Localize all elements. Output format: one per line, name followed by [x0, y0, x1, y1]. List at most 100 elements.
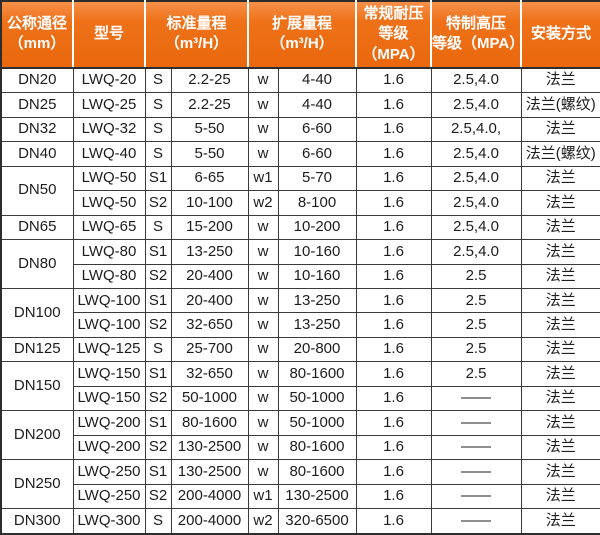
cell-w: w — [247, 434, 279, 461]
cell-special_mpa: —— — [430, 385, 522, 412]
cell-special_mpa: 2.5,4.0 — [430, 239, 522, 265]
cell-s: S2 — [144, 385, 172, 412]
cell-standard: 130-2500 — [170, 434, 249, 461]
cell-w: w — [247, 239, 279, 265]
cell-model: LWQ-50 — [72, 190, 146, 216]
cell-extended: 20-800 — [277, 336, 357, 363]
cell-standard: 200-4000 — [170, 483, 249, 510]
cell-special_mpa: 2.5,4.0 — [430, 92, 522, 118]
cell-install: 法兰 — [520, 312, 600, 338]
table-row: LWQ-100 S2 32-650 w 13-250 1.6 2.5 法兰 — [1, 312, 600, 338]
cell-model: LWQ-80 — [72, 239, 146, 265]
cell-standard: 32-650 — [170, 361, 249, 387]
cell-install: 法兰 — [520, 410, 600, 436]
cell-dn: DN300 — [0, 508, 74, 535]
cell-s: S — [144, 214, 172, 241]
table-row: DN80 LWQ-80 S1 13-250 w 10-160 1.6 2.5,4.0 法兰 — [0, 239, 600, 290]
cell-dn: DN250 — [0, 459, 74, 510]
col-header-5: 特制高压 等级（MPA） — [431, 1, 524, 69]
cell-s: S — [144, 116, 172, 143]
cell-s: S2 — [144, 312, 172, 338]
cell-install: 法兰 — [520, 385, 600, 412]
cell-dn: DN32 — [0, 116, 74, 143]
cell-w: w — [247, 336, 279, 363]
cell-s: S2 — [144, 190, 172, 216]
cell-model: LWQ-200 — [72, 434, 146, 461]
cell-model: LWQ-250 — [72, 459, 146, 485]
table-row: LWQ-80 S2 20-400 w 10-160 1.6 2.5 法兰 — [1, 263, 600, 290]
cell-special_mpa: 2.5 — [430, 288, 522, 314]
cell-w: w — [247, 361, 279, 387]
cell-s: S — [144, 92, 172, 118]
cell-w: w — [247, 67, 279, 94]
cell-w: w — [247, 141, 279, 167]
cell-standard: 32-650 — [170, 312, 249, 338]
cell-extended: 6-60 — [277, 116, 357, 143]
cell-w: w2 — [247, 190, 279, 216]
cell-normal_mpa: 1.6 — [355, 483, 432, 510]
cell-standard: 200-4000 — [170, 508, 249, 535]
cell-w: w — [247, 410, 279, 436]
cell-extended: 80-1600 — [277, 434, 357, 461]
cell-install: 法兰 — [520, 459, 600, 485]
table-row: DN250 LWQ-250 S1 130-2500 w 80-1600 1.6 —— 法兰 — [0, 459, 600, 510]
cell-install: 法兰 — [520, 67, 600, 94]
cell-extended: 13-250 — [277, 288, 357, 314]
cell-normal_mpa: 1.6 — [355, 263, 432, 290]
cell-s: S2 — [144, 434, 172, 461]
table-row: DN40 LWQ-40 S 5-50 w 6-60 1.6 2.5,4.0 法兰(螺纹) — [0, 141, 600, 167]
cell-normal_mpa: 1.6 — [355, 385, 432, 412]
table-row: DN150 LWQ-150 S1 32-650 w 80-1600 1.6 2.5 法兰 — [0, 361, 600, 412]
cell-normal_mpa: 1.6 — [355, 459, 432, 485]
cell-extended: 6-60 — [277, 141, 357, 167]
table-row: DN25 LWQ-25 S 2.2-25 w 4-40 1.6 2.5,4.0 法兰(螺纹) — [0, 92, 600, 118]
cell-install: 法兰 — [520, 263, 600, 290]
col-header-6: 安装方式 — [521, 1, 600, 69]
cell-special_mpa: 2.5,4.0 — [430, 165, 522, 192]
cell-normal_mpa: 1.6 — [355, 361, 432, 387]
cell-special_mpa: —— — [430, 483, 522, 510]
cell-install: 法兰 — [520, 288, 600, 314]
cell-w: w2 — [247, 508, 279, 535]
cell-special_mpa: 2.5 — [430, 336, 522, 363]
cell-extended: 50-1000 — [277, 410, 357, 436]
cell-s: S1 — [144, 239, 172, 265]
table-row: DN32 LWQ-32 S 5-50 w 6-60 1.6 2.5,4.0, 法兰 — [0, 116, 600, 143]
cell-w: w — [247, 263, 279, 290]
cell-extended: 8-100 — [277, 190, 357, 216]
cell-extended: 10-200 — [277, 214, 357, 241]
table-row: DN200 LWQ-200 S1 80-1600 w 50-1000 1.6 —— 法兰 — [0, 410, 600, 461]
cell-standard: 20-400 — [170, 288, 249, 314]
cell-install: 法兰 — [520, 361, 600, 387]
cell-s: S1 — [144, 165, 172, 192]
cell-install: 法兰 — [520, 116, 600, 143]
cell-dn: DN50 — [0, 165, 74, 216]
cell-model: LWQ-100 — [72, 312, 146, 338]
cell-normal_mpa: 1.6 — [355, 67, 432, 94]
table-row: DN50 LWQ-50 S1 6-65 w1 5-70 1.6 2.5,4.0 法兰 — [0, 165, 600, 216]
cell-standard: 50-1000 — [170, 385, 249, 412]
table-row: LWQ-150 S2 50-1000 w 50-1000 1.6 —— 法兰 — [1, 385, 600, 412]
cell-standard: 2.2-25 — [170, 92, 249, 118]
cell-install: 法兰 — [520, 165, 600, 192]
cell-model: LWQ-25 — [72, 92, 146, 118]
cell-special_mpa: 2.5,4.0 — [430, 67, 522, 94]
header-row: 公称通径 （mm） 型号 标准量程 （m³/H） 扩展量程 （m³/H） 常规耐压 等级… — [1, 1, 600, 69]
cell-normal_mpa: 1.6 — [355, 336, 432, 363]
cell-normal_mpa: 1.6 — [355, 410, 432, 436]
table-row: DN125 LWQ-125 S 25-700 w 20-800 1.6 2.5 法兰 — [0, 336, 600, 363]
cell-standard: 130-2500 — [170, 459, 249, 485]
cell-extended: 5-70 — [277, 165, 357, 192]
cell-extended: 10-160 — [277, 263, 357, 290]
cell-w: w — [247, 92, 279, 118]
cell-model: LWQ-150 — [72, 361, 146, 387]
cell-s: S2 — [144, 483, 172, 510]
cell-model: LWQ-80 — [72, 263, 146, 290]
col-header-1: 型号 — [73, 1, 146, 69]
cell-w: w — [247, 214, 279, 241]
table-row: LWQ-200 S2 130-2500 w 80-1600 1.6 —— 法兰 — [1, 434, 600, 461]
cell-model: LWQ-32 — [72, 116, 146, 143]
cell-normal_mpa: 1.6 — [355, 165, 432, 192]
cell-model: LWQ-50 — [72, 165, 146, 192]
